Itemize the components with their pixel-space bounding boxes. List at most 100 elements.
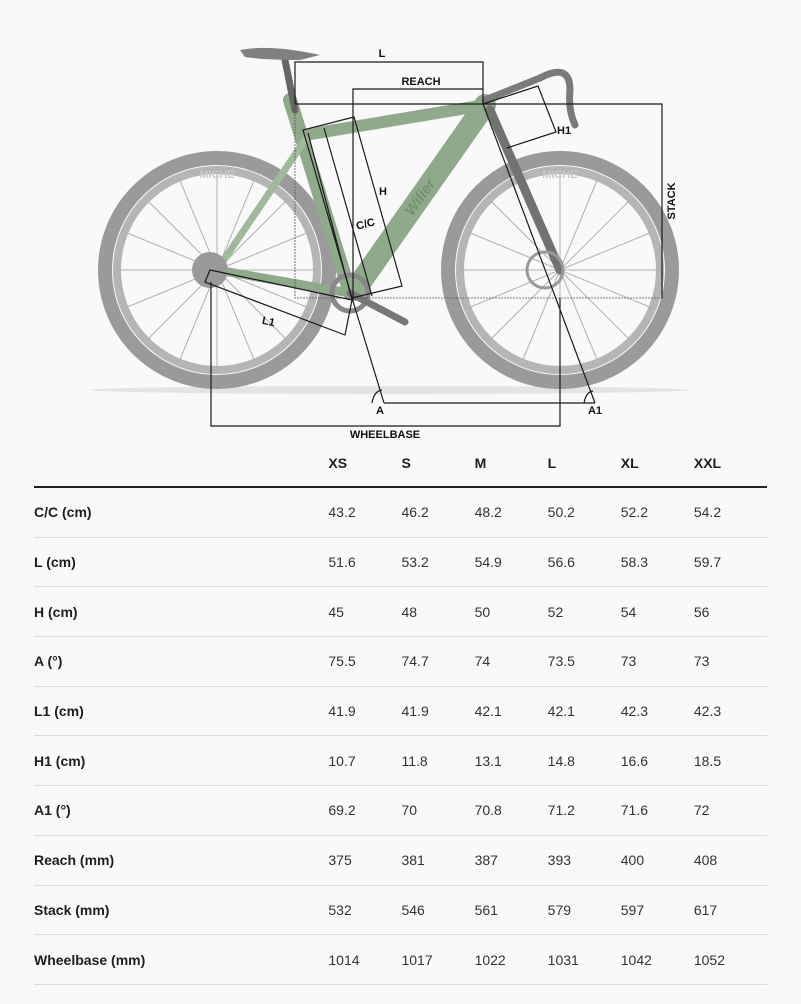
cell-value: 74 [474, 636, 548, 687]
cell-value: 10.7 [328, 735, 402, 787]
cell-value: 13.1 [474, 735, 548, 787]
cell-value: 1031 [547, 934, 621, 985]
row-label: H1 (cm) [34, 735, 329, 787]
cell-value: 1014 [328, 934, 402, 985]
row-label: L (cm) [34, 537, 329, 588]
size-header: XL [620, 440, 694, 488]
size-header: S [401, 440, 475, 488]
cell-value: 73.5 [547, 636, 621, 687]
cell-value: 59.7 [693, 537, 767, 588]
cell-value: 597 [620, 885, 694, 936]
cell-value: 54 [620, 586, 694, 638]
table-row: H1 (cm) 10.7 11.8 13.1 14.8 16.6 18.5 [34, 735, 767, 787]
label-a1: A1 [588, 405, 602, 417]
cell-value: 69.2 [328, 785, 402, 836]
cell-value: 1022 [474, 934, 548, 985]
cell-value: 74.7 [401, 636, 475, 687]
label-h1: H1 [557, 125, 571, 137]
label-reach: REACH [401, 76, 440, 88]
cell-value: 532 [328, 885, 402, 936]
row-label: Wheelbase (mm) [34, 934, 329, 985]
cell-value: 53.2 [401, 537, 475, 588]
cell-value: 56.6 [547, 537, 621, 588]
cell-value: 393 [547, 835, 621, 886]
cell-value: 45 [328, 586, 402, 638]
table-row: A (°) 75.5 74.7 74 73.5 73 73 [34, 636, 767, 687]
cell-value: 546 [401, 885, 475, 936]
cell-value: 579 [547, 885, 621, 936]
cell-value: 41.9 [401, 686, 475, 737]
tire-brand-text: MICHE [542, 169, 577, 181]
cell-value: 48 [401, 586, 475, 638]
row-label: H (cm) [34, 586, 329, 638]
cell-value: 42.3 [620, 686, 694, 737]
cell-value: 52 [547, 586, 621, 638]
cell-value: 72 [693, 785, 767, 836]
cell-value: 71.6 [620, 785, 694, 836]
row-label: L1 (cm) [34, 686, 329, 737]
cell-value: 54.2 [693, 487, 767, 538]
row-label: C/C (cm) [34, 487, 329, 538]
cell-value: 11.8 [401, 735, 475, 787]
cell-value: 51.6 [328, 537, 402, 588]
size-header: XS [328, 440, 402, 488]
cell-value: 1052 [693, 934, 767, 985]
label-l: L [379, 48, 386, 60]
table-row: L (cm) 51.6 53.2 54.9 56.6 58.3 59.7 [34, 537, 767, 588]
label-a: A [376, 405, 384, 417]
cell-value: 54.9 [474, 537, 548, 588]
cell-value: 50 [474, 586, 548, 638]
geometry-lines [204, 61, 663, 427]
table-row: A1 (°) 69.2 70 70.8 71.2 71.6 72 [34, 785, 767, 836]
label-wheelbase: WHEELBASE [350, 429, 420, 440]
row-label: Reach (mm) [34, 835, 329, 886]
cell-value: 50.2 [547, 487, 621, 538]
cell-value: 42.3 [693, 686, 767, 737]
cell-value: 18.5 [693, 735, 767, 787]
geometry-table: XS S M L XL XXL C/C (cm) 43.2 46.2 48.2 50.2… [34, 440, 767, 985]
cell-value: 70 [401, 785, 475, 836]
cell-value: 70.8 [474, 785, 548, 836]
cell-value: 561 [474, 885, 548, 936]
bike-geometry-diagram: MICHE MICHE Wilier [90, 47, 690, 440]
size-header: XXL [693, 440, 767, 488]
cell-value: 408 [693, 835, 767, 886]
header-spacer [34, 440, 329, 488]
table-header-row: XS S M L XL XXL [34, 440, 767, 488]
tire-brand-text: MICHE [199, 169, 234, 181]
cell-value: 617 [693, 885, 767, 936]
label-cc: C/C [355, 216, 376, 233]
cell-value: 16.6 [620, 735, 694, 787]
cell-value: 58.3 [620, 537, 694, 588]
geometry-labels: L REACH H1 STACK H C/C L1 A A1 WHEELBASE [261, 48, 678, 440]
cell-value: 73 [620, 636, 694, 687]
label-l1: L1 [261, 315, 276, 329]
cell-value: 56 [693, 586, 767, 638]
cell-value: 14.8 [547, 735, 621, 787]
table-row: Stack (mm) 532 546 561 579 597 617 [34, 885, 767, 936]
cell-value: 43.2 [328, 487, 402, 538]
cell-value: 42.1 [547, 686, 621, 737]
cell-value: 71.2 [547, 785, 621, 836]
cell-value: 42.1 [474, 686, 548, 737]
row-label: A1 (°) [34, 785, 329, 836]
cell-value: 73 [693, 636, 767, 687]
cell-value: 381 [401, 835, 475, 886]
table-row: H (cm) 45 48 50 52 54 56 [34, 586, 767, 638]
cell-value: 46.2 [401, 487, 475, 538]
label-stack: STACK [666, 182, 678, 219]
cell-value: 387 [474, 835, 548, 886]
cell-value: 52.2 [620, 487, 694, 538]
table-row: Wheelbase (mm) 1014 1017 1022 1031 1042 1052 [34, 934, 767, 985]
cell-value: 75.5 [328, 636, 402, 687]
table-row: C/C (cm) 43.2 46.2 48.2 50.2 52.2 54.2 [34, 487, 767, 538]
size-header: M [474, 440, 548, 488]
row-label: Stack (mm) [34, 885, 329, 936]
cell-value: 400 [620, 835, 694, 886]
cell-value: 1042 [620, 934, 694, 985]
cell-value: 1017 [401, 934, 475, 985]
bike-frame [192, 47, 579, 326]
cell-value: 41.9 [328, 686, 402, 737]
table-row: L1 (cm) 41.9 41.9 42.1 42.1 42.3 42.3 [34, 686, 767, 737]
table-row: Reach (mm) 375 381 387 393 400 408 [34, 835, 767, 886]
